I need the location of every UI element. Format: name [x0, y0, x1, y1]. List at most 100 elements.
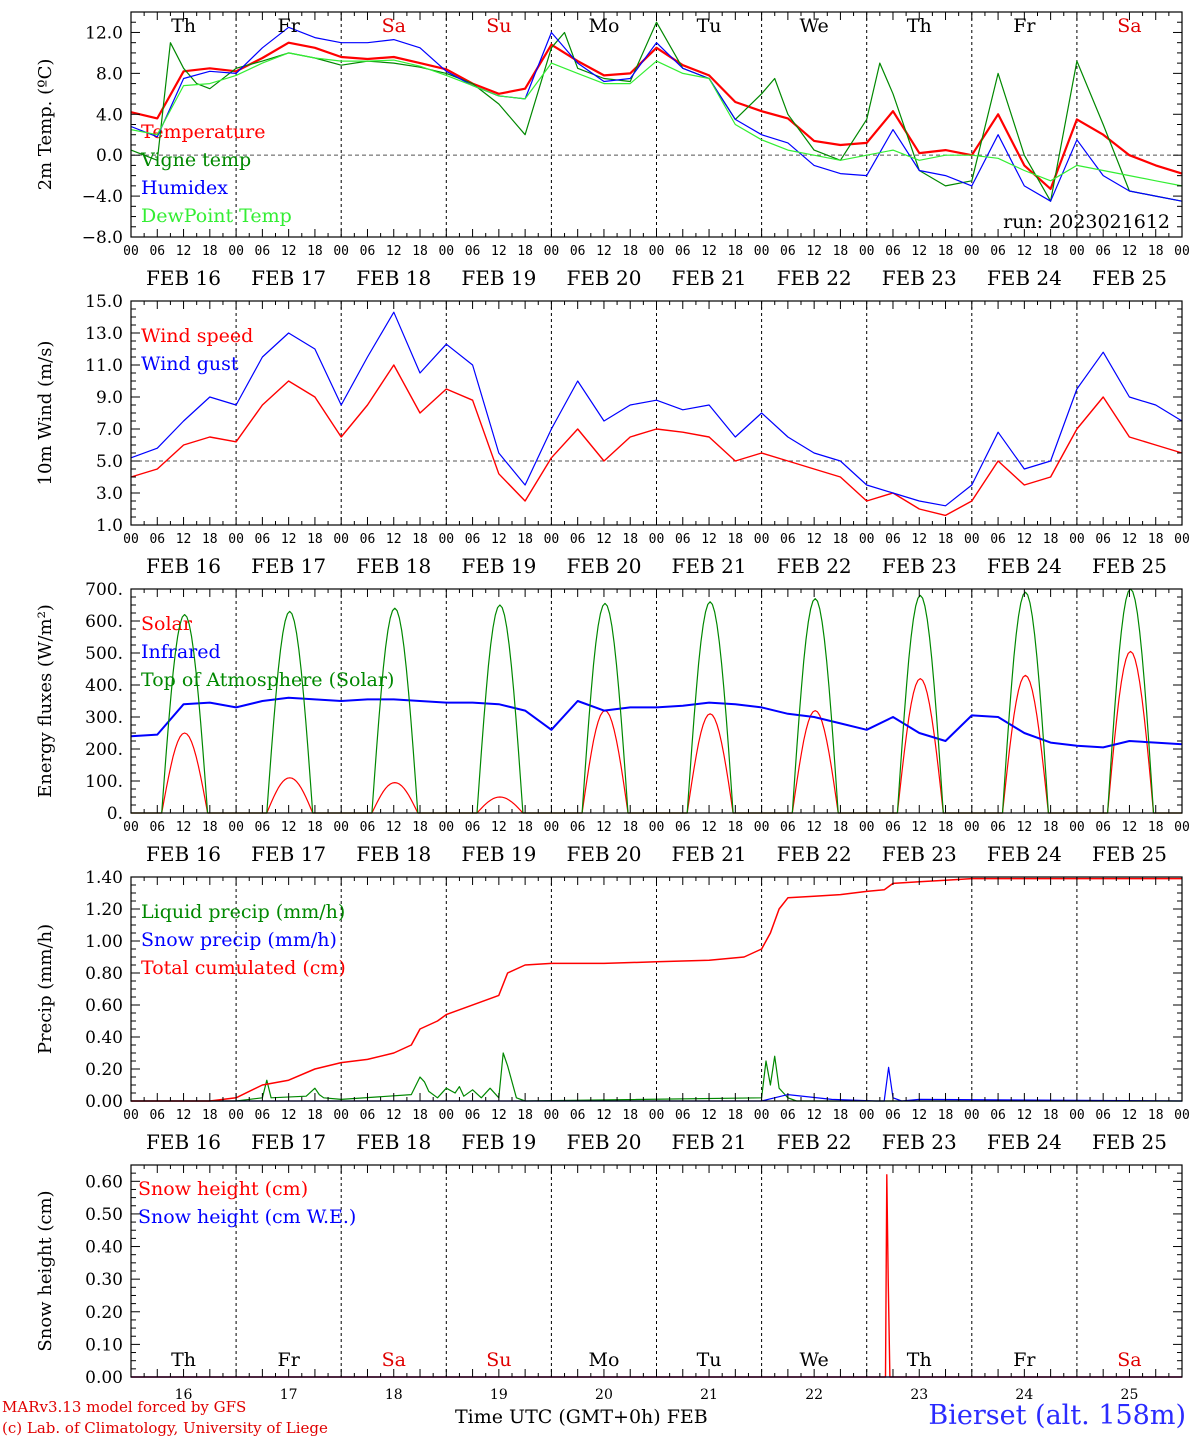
hour-label: 18 [202, 820, 218, 835]
y-tick-label: 11.0 [85, 356, 123, 376]
legend-entry: Humidex [141, 177, 228, 199]
hour-label: 06 [780, 820, 796, 835]
hour-label: 06 [780, 244, 796, 259]
y-tick-label: 4.0 [96, 105, 123, 125]
y-axis-title: 10m Wind (m/s) [35, 341, 56, 486]
hour-label: 12 [281, 532, 297, 547]
date-label: FEB 24 [987, 554, 1062, 578]
hour-label: 12 [911, 1108, 927, 1123]
hour-label: 00 [544, 820, 560, 835]
y-tick-label: 1.40 [85, 868, 123, 888]
hour-label: 06 [885, 532, 901, 547]
run-label: run: 2023021612 [1003, 211, 1170, 233]
hour-label: 00 [649, 1108, 665, 1123]
date-label: FEB 25 [1092, 266, 1167, 290]
hour-label: 00 [123, 820, 139, 835]
hour-label: 18 [517, 244, 533, 259]
legend-entry: Temperature [141, 121, 265, 143]
date-label: FEB 25 [1092, 554, 1167, 578]
date-label: FEB 19 [461, 266, 536, 290]
hour-label: 06 [149, 244, 165, 259]
day-number-label: 16 [175, 1387, 193, 1403]
hour-label: 00 [228, 820, 244, 835]
hour-label: 06 [465, 532, 481, 547]
hour-label: 06 [885, 820, 901, 835]
legend-entry: Infrared [141, 641, 221, 663]
date-label: FEB 18 [356, 266, 431, 290]
hour-label: 00 [228, 1108, 244, 1123]
series-line [131, 1052, 1182, 1102]
date-label: FEB 17 [251, 842, 326, 866]
day-number-label: 17 [280, 1387, 298, 1403]
date-label: FEB 22 [777, 1130, 852, 1154]
hour-label: 00 [544, 1108, 560, 1123]
hour-label: 00 [1069, 244, 1085, 259]
hour-label: 00 [754, 820, 770, 835]
panel-4: Liquid precip (mm/h) Snow precip (mm/h) To… [35, 868, 1190, 1154]
hour-label: 18 [938, 244, 954, 259]
y-tick-label: 0.20 [85, 1303, 123, 1323]
hour-label: 18 [412, 244, 428, 259]
hour-label: 00 [754, 532, 770, 547]
time-axis-month: FEB [666, 1406, 708, 1428]
date-label: FEB 19 [461, 842, 536, 866]
y-tick-label: 300. [85, 708, 123, 728]
hour-label: 06 [570, 532, 586, 547]
hour-label: 00 [1174, 1108, 1190, 1123]
day-number-label: 22 [805, 1387, 823, 1403]
hour-label: 12 [806, 532, 822, 547]
y-tick-label: 1.0 [96, 516, 123, 536]
hour-label: 18 [202, 1108, 218, 1123]
legend-entry: Top of Atmosphere (Solar) [141, 669, 394, 691]
hour-label: 06 [570, 1108, 586, 1123]
hour-label: 06 [1095, 1108, 1111, 1123]
hour-label: 12 [1122, 532, 1138, 547]
hour-label: 00 [859, 532, 875, 547]
hour-label: 18 [622, 244, 638, 259]
date-label: FEB 23 [882, 554, 957, 578]
hour-label: 18 [1148, 532, 1164, 547]
date-label: FEB 24 [987, 842, 1062, 866]
hour-label: 12 [176, 244, 192, 259]
hour-label: 18 [833, 532, 849, 547]
hour-label: 06 [360, 1108, 376, 1123]
legend-entry: Wind speed [141, 325, 253, 347]
hour-label: 00 [754, 244, 770, 259]
y-tick-label: 200. [85, 740, 123, 760]
hour-label: 18 [517, 532, 533, 547]
hour-label: 00 [1069, 1108, 1085, 1123]
hour-label: 06 [675, 1108, 691, 1123]
y-tick-label: 13.0 [85, 324, 123, 344]
hour-label: 00 [964, 820, 980, 835]
plot-frame [130, 11, 1183, 238]
date-label: FEB 21 [672, 554, 747, 578]
y-tick-label: 0.10 [85, 1335, 123, 1355]
hour-label: 06 [149, 1108, 165, 1123]
y-tick-label: 0.80 [85, 964, 123, 984]
weekday-label: Th [171, 1349, 196, 1371]
date-label: FEB 20 [566, 266, 641, 290]
hour-label: 00 [1069, 532, 1085, 547]
date-label: FEB 16 [146, 266, 221, 290]
y-tick-label: 0.0 [96, 146, 123, 166]
hour-label: 12 [596, 1108, 612, 1123]
date-label: FEB 17 [251, 1130, 326, 1154]
hour-label: 06 [465, 820, 481, 835]
y-tick-label: 0.30 [85, 1270, 123, 1290]
date-label: FEB 24 [987, 1130, 1062, 1154]
hour-label: 00 [333, 532, 349, 547]
date-label: FEB 22 [777, 266, 852, 290]
hour-label: 00 [649, 820, 665, 835]
day-number-label: 23 [910, 1387, 928, 1403]
hour-label: 18 [622, 532, 638, 547]
hour-label: 12 [491, 244, 507, 259]
hour-label: 12 [176, 532, 192, 547]
series-line [130, 26, 1183, 202]
hour-label: 00 [333, 244, 349, 259]
hour-label: 12 [386, 532, 402, 547]
plot-frame [130, 300, 1183, 526]
hour-label: 00 [544, 244, 560, 259]
hour-label: 00 [438, 532, 454, 547]
weekday-label: Su [486, 1349, 511, 1371]
